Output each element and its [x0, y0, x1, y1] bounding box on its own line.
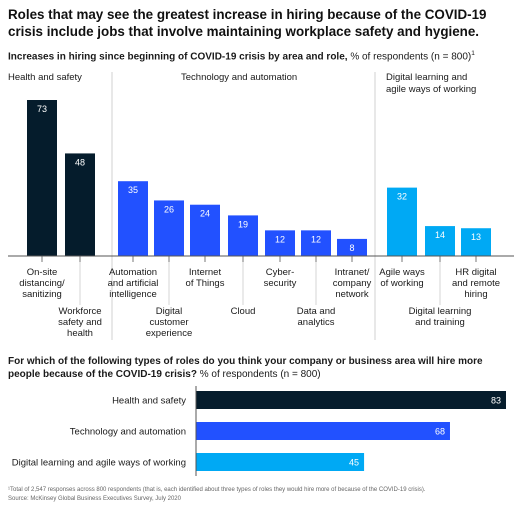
category-label: Automation and artificial intelligence — [108, 267, 159, 300]
hbar-category-label: Technology and automation — [70, 427, 186, 438]
category-label: On-site distancing/sanitizing — [19, 267, 65, 300]
bar-value-label: 35 — [128, 185, 138, 195]
hbar-value-label: 45 — [349, 458, 359, 468]
group-label: Technology and automation — [181, 72, 297, 83]
chart1-subtitle: Increases in hiring since beginning of C… — [8, 47, 514, 63]
chart-title: Roles that may see the greatest increase… — [8, 7, 487, 39]
bar-value-label: 26 — [164, 204, 174, 214]
category-label: Cloud — [231, 306, 256, 317]
footnote-mark: 1 — [471, 50, 475, 57]
chart2-question-bold: For which of the following types of role… — [8, 356, 483, 380]
bar — [190, 204, 220, 256]
bar — [228, 215, 258, 256]
bar-value-label: 24 — [200, 209, 210, 219]
hbar — [196, 422, 450, 440]
bar — [154, 200, 184, 256]
group-label: Digital learning and agile ways of workin… — [386, 72, 476, 95]
category-label: Cyber-security — [264, 267, 297, 289]
hbar-category-label: Digital learning and agile ways of worki… — [12, 458, 186, 469]
bar-value-label: 48 — [75, 157, 85, 167]
bar — [337, 238, 367, 256]
chart1-subtitle-bold: Increases in hiring since beginning of C… — [8, 51, 348, 63]
bar — [118, 181, 148, 256]
bar — [27, 100, 57, 256]
bar-value-label: 12 — [311, 234, 321, 244]
chart1-subtitle-unit: % of respondents (n = 800) — [347, 51, 472, 63]
footnote-block: ¹Total of 2,547 responses across 800 res… — [8, 486, 514, 503]
bar-value-label: 73 — [37, 104, 47, 114]
chart2-question-unit: % of respondents (n = 800) — [196, 369, 321, 380]
bar-value-label: 13 — [471, 232, 481, 242]
category-label: Digital learning and training — [409, 306, 472, 328]
bar-value-label: 32 — [397, 192, 407, 202]
category-label: Digital customer experience — [146, 306, 192, 339]
source-text: Source: McKinsey Global Business Executi… — [8, 495, 181, 502]
category-label: Internet of Things — [186, 267, 225, 289]
bar-value-label: 14 — [435, 230, 445, 240]
bar — [265, 230, 295, 256]
hbar-category-label: Health and safety — [112, 396, 186, 407]
hbar-value-label: 68 — [435, 427, 445, 437]
bar — [387, 187, 417, 256]
group-label: Health and safety — [8, 72, 82, 83]
category-label: Workforce safety and health — [58, 306, 102, 339]
bar — [425, 226, 455, 256]
hbar-value-label: 83 — [491, 396, 501, 406]
bar — [65, 153, 95, 256]
category-label: Agile ways of working — [379, 267, 425, 289]
category-label: HR digital and remote hiring — [452, 267, 500, 300]
hbar — [196, 391, 506, 409]
bar-value-label: 19 — [238, 219, 248, 229]
bar — [461, 228, 491, 256]
hbar — [196, 453, 365, 471]
bar — [301, 230, 331, 256]
chart2-question: For which of the following types of role… — [8, 355, 514, 381]
category-label: Data and analytics — [297, 306, 336, 328]
bar-value-label: 12 — [275, 234, 285, 244]
footnote-text: ¹Total of 2,547 responses across 800 res… — [8, 487, 426, 493]
bar-value-label: 8 — [349, 243, 354, 253]
category-label: Intranet/company network — [333, 267, 372, 300]
